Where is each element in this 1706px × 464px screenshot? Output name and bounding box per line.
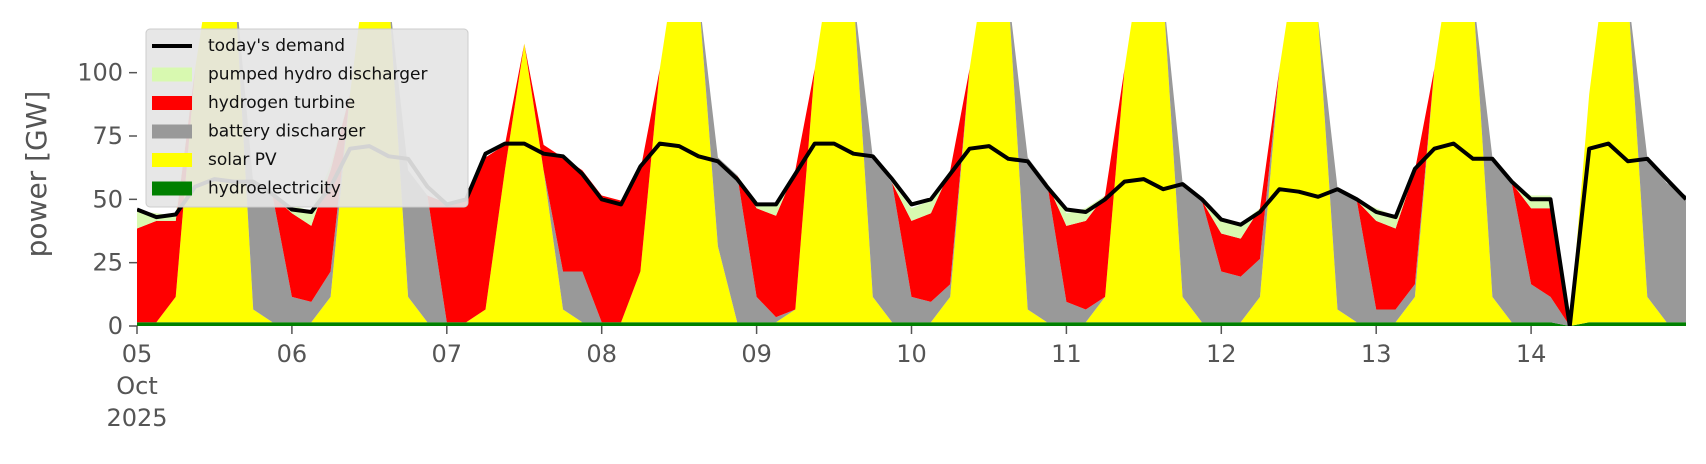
legend: today's demand pumped hydro discharger hyd…	[145, 28, 469, 208]
y-tick-label: 50	[92, 185, 123, 213]
y-tick-label: 75	[92, 122, 123, 150]
x-tick-label: 13	[1361, 340, 1392, 368]
x-tick-label: 14	[1516, 340, 1547, 368]
legend-label: today's demand	[208, 36, 345, 56]
legend-label: hydroelectricity	[208, 179, 341, 199]
x-tick-label: 08	[586, 340, 617, 368]
legend-swatch	[152, 153, 192, 167]
x-tick-label: 12	[1206, 340, 1237, 368]
y-tick-label: 100	[77, 59, 123, 87]
x-tick-label: 06	[277, 340, 308, 368]
legend-swatch	[152, 181, 192, 196]
axes: 0 25 50 75 100 05 Oct 2025 06 07 08 09 10 11 12 13 14	[77, 59, 1546, 432]
y-axis-label: power [GW]	[20, 91, 53, 258]
legend-box	[145, 28, 469, 208]
area	[137, 22, 1686, 326]
legend-label: battery discharger	[208, 122, 365, 142]
x-tick-label: 09	[741, 340, 772, 368]
legend-swatch	[152, 124, 192, 139]
y-tick-label: 25	[92, 249, 123, 277]
legend-label: hydrogen turbine	[208, 93, 355, 113]
legend-swatch	[152, 67, 192, 82]
area	[137, 22, 1686, 326]
area	[137, 22, 1686, 326]
x-tick-label: 05 Oct 2025	[106, 340, 167, 432]
legend-label: solar PV	[208, 150, 277, 170]
x-tick-label: 11	[1051, 340, 1082, 368]
legend-label: pumped hydro discharger	[208, 65, 427, 85]
x-tick-label: 07	[432, 340, 463, 368]
y-tick-label: 0	[108, 312, 123, 340]
area	[137, 322, 1686, 326]
legend-swatch	[152, 96, 192, 110]
x-tick-label: 10	[896, 340, 927, 368]
